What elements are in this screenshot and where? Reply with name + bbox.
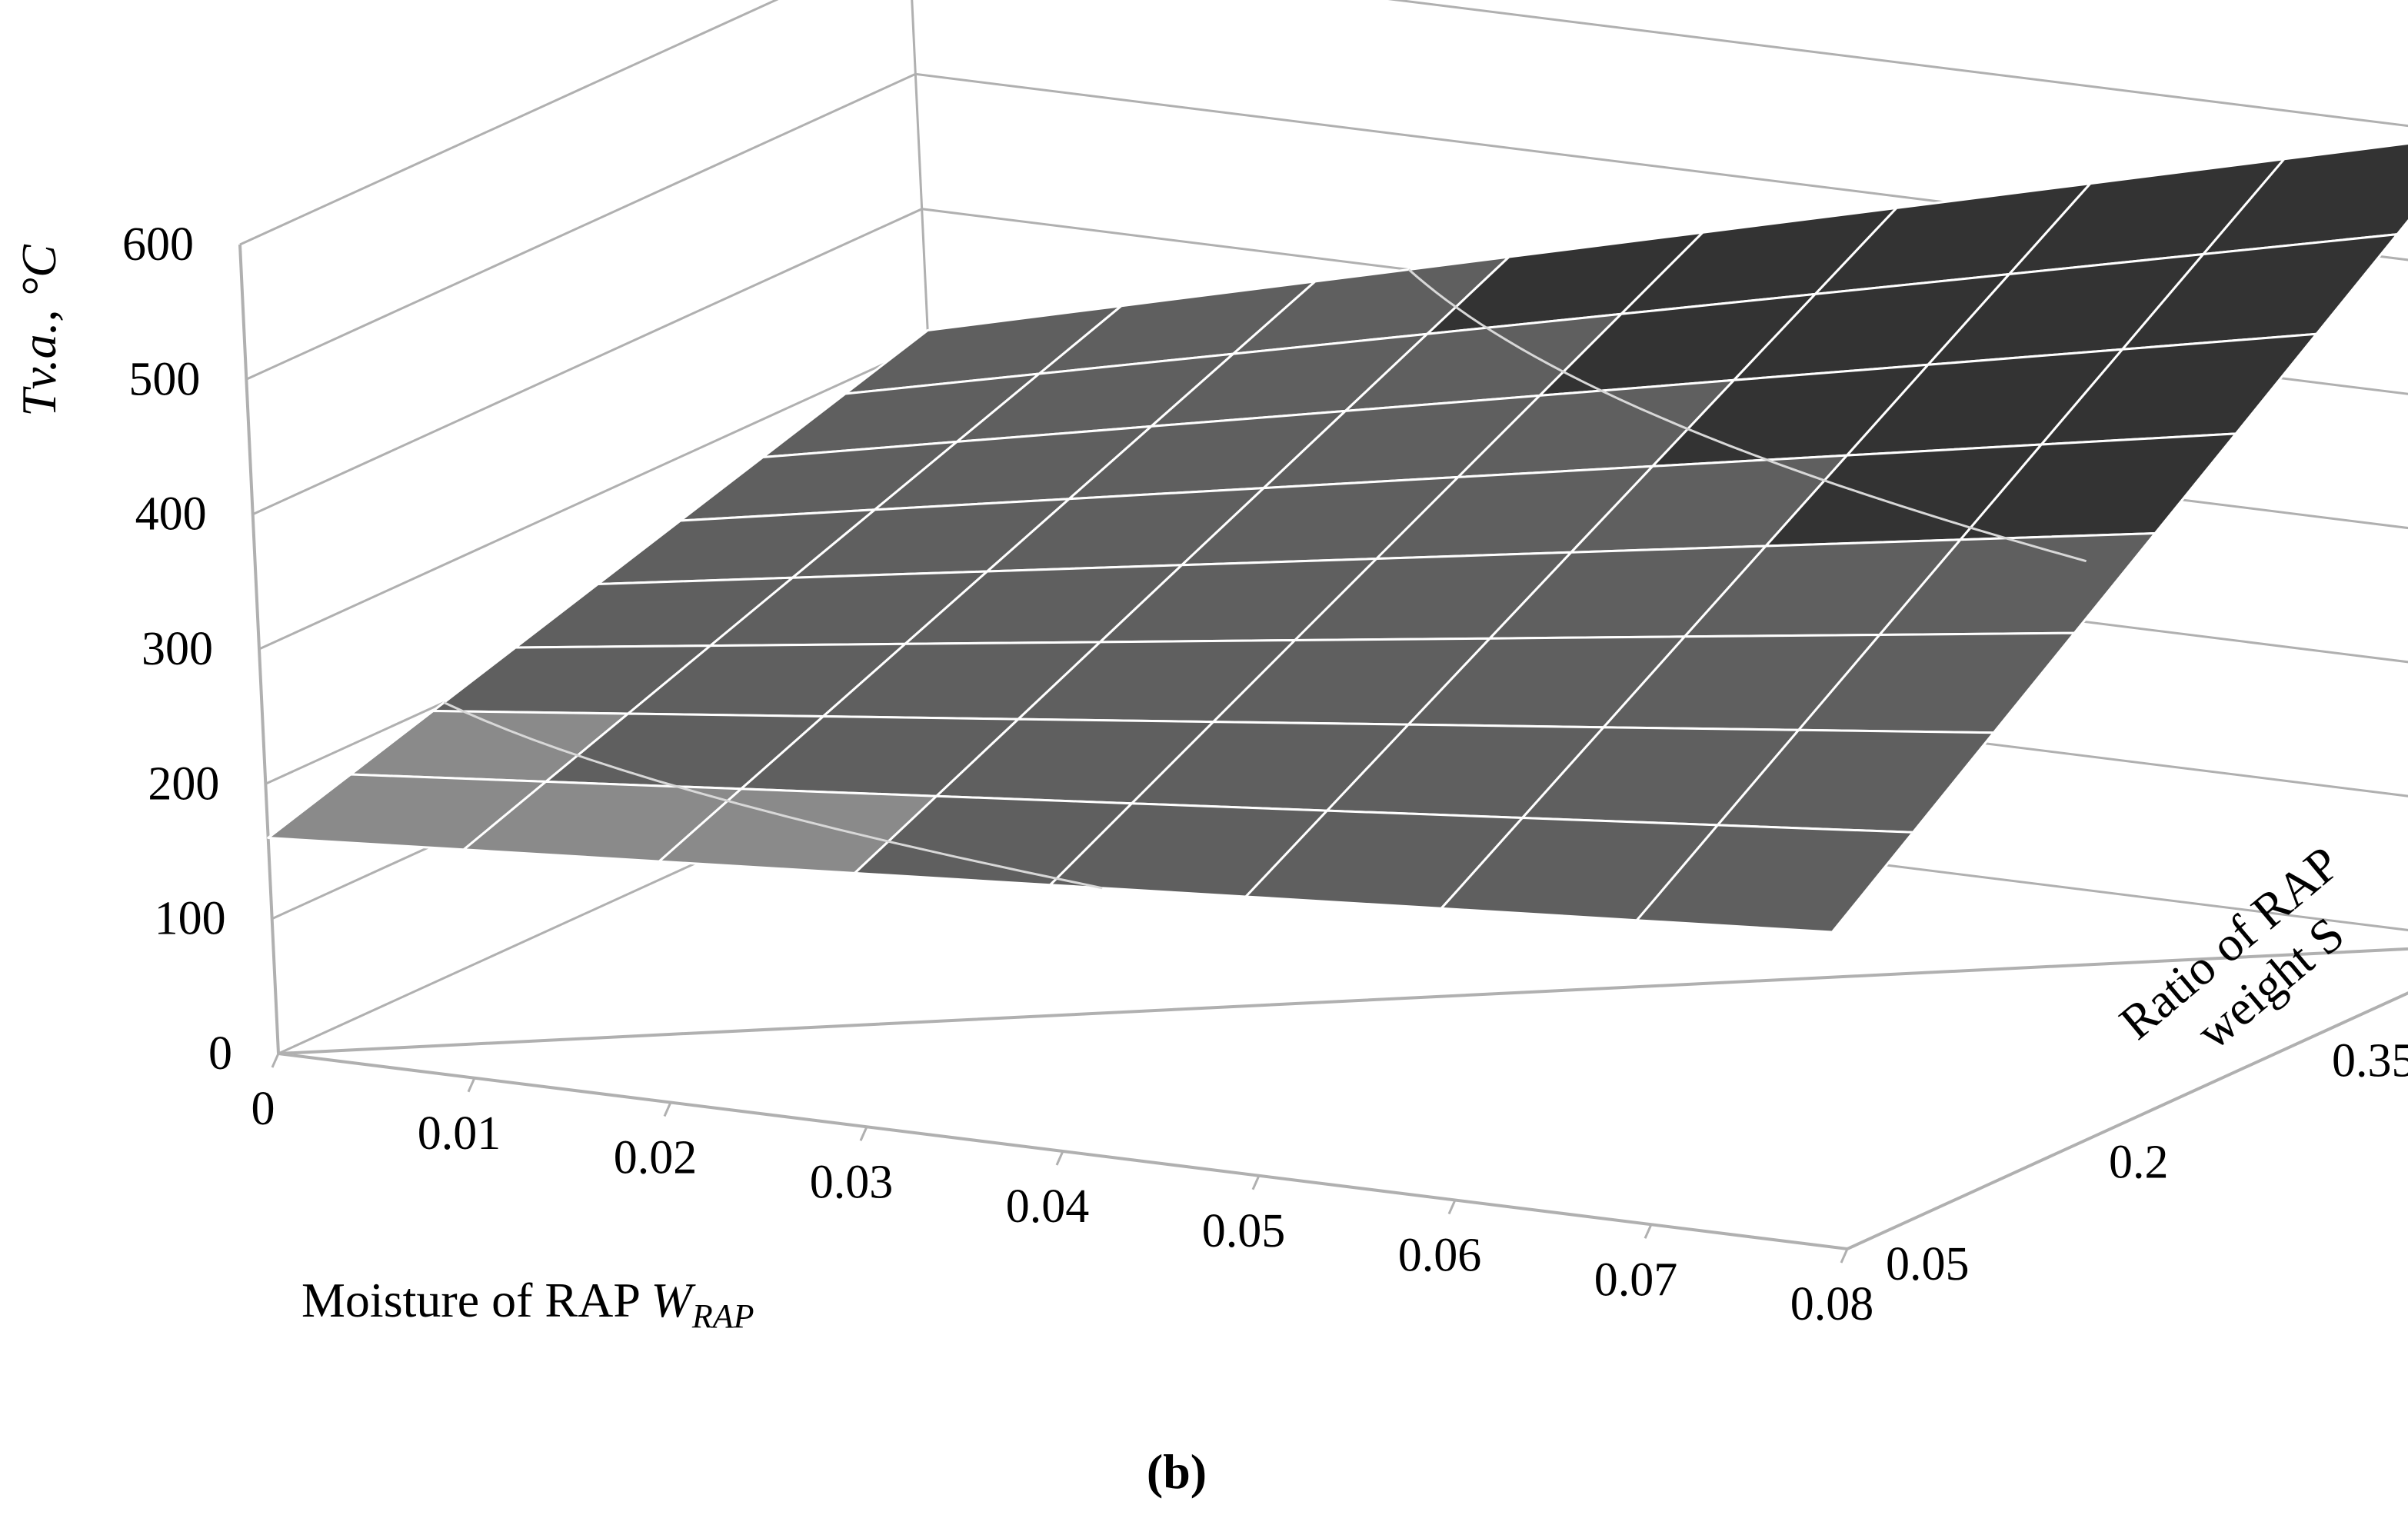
x-tick-label: 0.01 xyxy=(418,1107,501,1160)
x-tick-label: 0.06 xyxy=(1398,1230,1482,1282)
gridline-z xyxy=(239,0,2408,246)
x-tick-label: 0 xyxy=(251,1083,275,1135)
floor-edge-front xyxy=(278,947,2408,1251)
x-tick-mark xyxy=(1055,1150,1064,1166)
z-tick-label: 300 xyxy=(142,623,213,675)
x-tick-label: 0.07 xyxy=(1594,1254,1678,1306)
tick-labels: 0 100 200 300 400 500 600 0 0.01 0.02 0.03 0.04 0.05… xyxy=(122,218,2408,1330)
contour-line xyxy=(1407,268,2087,563)
x-tick-label: 0.08 xyxy=(1790,1278,1874,1330)
z-tick-label: 100 xyxy=(155,893,226,945)
x-tick-label: 0.05 xyxy=(1202,1205,1286,1257)
surface-plot xyxy=(267,142,2408,934)
x-tick-mark xyxy=(1447,1199,1457,1215)
z-tick-label: 200 xyxy=(148,758,219,810)
z-tick-label: 400 xyxy=(135,488,207,541)
y-tick-label: 0.35 xyxy=(2332,1034,2408,1087)
z-tick-label: 0 xyxy=(208,1027,232,1080)
x-axis-title: Moisture of RAP WRAP xyxy=(301,1273,754,1335)
x-tick-label: 0.02 xyxy=(614,1132,698,1184)
z-axis-title: Tv.a., °C xyxy=(12,244,66,417)
surface-cell xyxy=(1635,824,1914,934)
x-tick-mark xyxy=(271,1053,280,1068)
x-tick-mark xyxy=(859,1126,868,1141)
y-tick-label: 0.2 xyxy=(2109,1137,2169,1189)
contour-line xyxy=(443,701,1103,890)
x-tick-mark xyxy=(1840,1248,1849,1264)
panel-label: (b) xyxy=(1147,1444,1207,1499)
z-tick-label: 500 xyxy=(128,353,200,405)
x-tick-label: 0.03 xyxy=(810,1156,894,1208)
z-tick-label: 600 xyxy=(122,218,194,271)
x-tick-mark xyxy=(663,1101,672,1117)
x-tick-label: 0.04 xyxy=(1006,1180,1090,1233)
x-tick-mark xyxy=(1251,1175,1261,1190)
y-tick-label: 0.05 xyxy=(1886,1238,1970,1290)
x-tick-mark xyxy=(1644,1224,1653,1239)
x-tick-mark xyxy=(467,1077,476,1093)
